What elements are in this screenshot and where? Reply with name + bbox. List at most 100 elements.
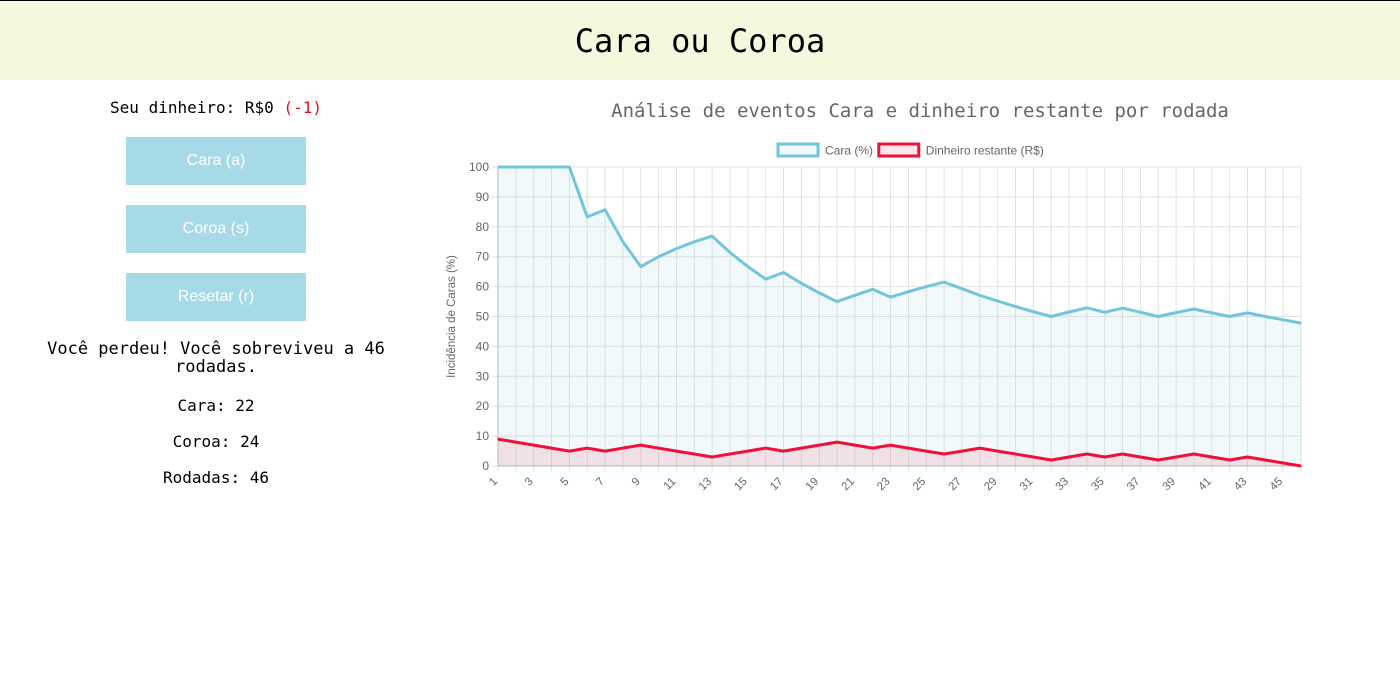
data-point [1050,459,1052,461]
data-point [729,251,731,254]
data-point [800,447,803,449]
x-tick-label: 43 [1232,476,1250,494]
page-title: Cara ou Coroa [574,21,826,60]
data-point [1103,456,1106,458]
result-message: Você perdeu! Você sobreviveu a 46 rodada… [47,339,385,377]
heads-button[interactable]: Cara (a) [126,137,306,185]
money-delta: (-1) [283,98,322,117]
tails-button[interactable]: Coroa (s) [126,205,306,253]
reset-button[interactable]: Resetar (r) [126,273,306,321]
data-point [961,287,963,290]
data-point [871,447,874,449]
tails-count: Coroa: 24 [172,432,260,451]
data-point [907,447,910,449]
data-point [1086,307,1088,309]
data-point [1175,311,1177,314]
x-tick-label: 33 [1054,476,1072,494]
x-tick-label: 35 [1089,476,1107,494]
series-line-1 [497,437,1302,468]
data-point [729,453,731,455]
data-point [782,271,785,274]
data-point [1210,312,1213,314]
game-panel: Seu dinheiro: R$0 (-1) Cara (a) Coroa (s… [0,80,432,700]
data-point [1014,305,1017,308]
chart-panel: Análise de eventos Cara e dinheiro resta… [440,80,1400,520]
data-point [836,441,838,443]
data-point [907,290,910,293]
legend-label: Dinheiro restante (R$) [926,144,1044,158]
x-tick-label: 21 [839,476,857,494]
data-point [1193,453,1195,455]
data-point [1157,459,1160,461]
data-point [854,444,856,446]
data-point [1282,318,1284,321]
data-point [1103,311,1106,314]
x-tick-label: 17 [768,476,786,494]
rounds-count: Rodadas: 46 [163,468,269,487]
data-point [1032,456,1035,458]
data-point [1300,322,1302,324]
data-point [622,240,624,243]
y-tick-label: 40 [476,339,490,353]
y-tick-label: 60 [476,280,490,294]
data-point [943,281,945,283]
data-point [925,450,928,452]
y-tick-label: 30 [476,369,490,383]
data-point [639,444,642,446]
x-tick-label: 29 [982,476,1000,494]
x-tick-label: 45 [1268,476,1286,494]
data-point [764,278,767,280]
data-point [1086,453,1088,455]
legend-swatch [877,142,921,158]
x-tick-label: 27 [947,476,965,494]
data-point [961,450,963,452]
x-tick-label: 19 [804,476,822,494]
data-point [586,216,589,218]
x-tick-label: 13 [697,476,715,494]
data-point [1157,315,1160,318]
data-point [1068,456,1070,458]
data-point [568,166,571,168]
y-tick-label: 80 [476,220,490,234]
data-point [943,453,945,455]
x-tick-label: 5 [558,476,571,489]
data-point [693,453,696,455]
data-point [854,294,856,297]
data-point [1121,453,1124,455]
data-point [711,456,713,458]
y-tick-label: 100 [469,160,489,174]
x-tick-label: 23 [875,476,893,494]
series-area-1 [498,439,1301,466]
data-point [586,447,589,449]
y-tick-label: 90 [476,190,490,204]
x-tick-label: 15 [732,476,750,494]
data-point [1264,459,1267,461]
money-status: Seu dinheiro: R$0 (-1) [0,98,432,117]
data-point [818,444,820,446]
x-tick-label: 11 [662,476,679,493]
data-point [979,294,981,297]
data-point [925,285,928,288]
y-axis-label: Incidência de Caras (%) [446,255,458,378]
y-tick-label: 20 [476,399,490,413]
data-point [515,166,517,168]
data-point [889,296,892,298]
data-point [657,255,660,258]
data-point [622,447,624,449]
legend-label: Cara (%) [825,144,873,158]
data-point [1228,315,1231,318]
data-point [1139,456,1142,458]
data-point [871,288,874,291]
x-tick-label: 41 [1196,476,1214,494]
data-point [996,450,999,452]
y-tick-label: 0 [482,459,489,473]
data-point [1228,459,1231,461]
data-point [657,447,660,449]
data-point [675,247,678,250]
series-line-0 [498,165,1302,325]
data-point [1264,315,1267,318]
x-tick-label: 9 [630,476,643,489]
y-tick-label: 10 [476,429,490,443]
data-point [979,447,981,449]
